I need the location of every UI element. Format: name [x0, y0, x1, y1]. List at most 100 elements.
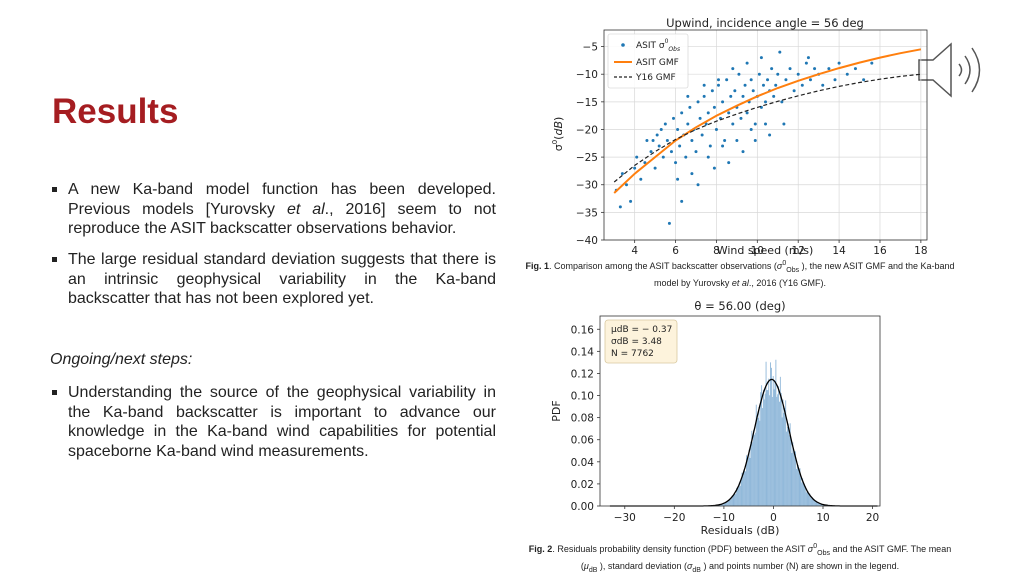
y-tick-label: 0.02 — [571, 479, 594, 491]
x-axis-label: Residuals (dB) — [701, 524, 780, 537]
y-tick-label: 0.12 — [571, 368, 594, 380]
caption-sub: Obs — [786, 267, 799, 274]
histogram-bar — [763, 390, 764, 506]
y-tick-label: −15 — [576, 97, 598, 109]
obs-point — [742, 95, 745, 98]
y-axis-label: PDF — [550, 400, 563, 421]
x-tick-label: 20 — [866, 512, 879, 524]
x-tick-label: 6 — [672, 245, 679, 257]
obs-point — [676, 178, 679, 181]
histogram-bar — [764, 399, 765, 506]
bullet-square-icon — [52, 390, 57, 395]
obs-point — [809, 78, 812, 81]
obs-point — [658, 145, 661, 148]
x-tick-label: 14 — [832, 245, 846, 257]
obs-point — [776, 73, 779, 76]
obs-point — [717, 84, 720, 87]
obs-point — [674, 161, 677, 164]
histogram-bar — [787, 427, 788, 506]
obs-point — [821, 84, 824, 87]
y-tick-label: 0.06 — [571, 435, 595, 447]
legend-gmf-label: ASIT GMF — [636, 58, 679, 68]
obs-point — [721, 145, 724, 148]
obs-point — [668, 222, 671, 225]
obs-point — [707, 111, 710, 114]
histogram-bar — [796, 469, 797, 506]
chart-title: Upwind, incidence angle = 56 deg — [666, 16, 864, 30]
obs-point — [733, 89, 736, 92]
obs-point — [684, 156, 687, 159]
next-steps-heading: Ongoing/next steps: — [50, 351, 192, 369]
obs-point — [666, 139, 669, 142]
legend-std: σdB = 3.48 — [611, 337, 662, 347]
bullet-geophysical-variability: Understanding the source of the geophysi… — [50, 383, 496, 461]
obs-point — [656, 134, 659, 137]
obs-point — [725, 78, 728, 81]
histogram-bar — [743, 470, 744, 506]
y-tick-label: −5 — [583, 42, 598, 54]
histogram-bar — [766, 362, 767, 506]
obs-point — [813, 67, 816, 70]
obs-point — [697, 183, 700, 186]
histogram-bar — [762, 408, 763, 506]
histogram-bar — [741, 480, 742, 506]
obs-point — [619, 205, 622, 208]
obs-point — [690, 172, 693, 175]
histogram-bar — [755, 433, 756, 506]
histogram-bar — [781, 393, 782, 506]
obs-point — [768, 134, 771, 137]
histogram-bar — [800, 478, 801, 506]
obs-point — [621, 172, 624, 175]
histogram-bar — [740, 486, 741, 506]
obs-point — [703, 95, 706, 98]
x-tick-label: 4 — [631, 245, 638, 257]
chart-title: θ = 56.00 (deg) — [694, 299, 785, 313]
obs-point — [793, 89, 796, 92]
obs-point — [774, 84, 777, 87]
obs-point — [750, 78, 753, 81]
y-tick-label: −30 — [576, 180, 598, 192]
histogram-bar — [733, 496, 734, 506]
obs-point — [664, 122, 667, 125]
histogram-bar — [768, 379, 769, 506]
obs-point — [699, 117, 702, 120]
obs-point — [660, 128, 663, 131]
obs-point — [746, 111, 749, 114]
obs-point — [727, 111, 730, 114]
bullet-text: A new Ka-band model function has been de… — [68, 180, 496, 239]
obs-point — [735, 139, 738, 142]
bullet-new-model: A new Ka-band model function has been de… — [50, 180, 496, 239]
y-tick-label: −10 — [576, 69, 598, 81]
histogram-bars — [712, 360, 832, 506]
histogram-bar — [793, 452, 794, 506]
obs-point — [731, 122, 734, 125]
obs-point — [784, 78, 787, 81]
bullet-text-italic: et al — [287, 201, 325, 218]
obs-point — [654, 167, 657, 170]
caption-label: Fig. 1 — [525, 261, 549, 271]
obs-point — [805, 62, 808, 65]
obs-point — [854, 67, 857, 70]
obs-point — [764, 122, 767, 125]
histogram-bar — [775, 382, 776, 506]
caption-sub: dB — [692, 567, 701, 574]
y-axis-label: σ0(dB) — [551, 117, 565, 152]
obs-point — [711, 89, 714, 92]
obs-point — [633, 167, 636, 170]
histogram-bar — [801, 483, 802, 506]
histogram-bar — [786, 432, 787, 506]
obs-point — [678, 145, 681, 148]
histogram-bar — [807, 490, 808, 506]
obs-point — [739, 117, 742, 120]
histogram-bar — [806, 492, 807, 506]
obs-point — [672, 117, 675, 120]
y-tick-label: 0.04 — [571, 457, 595, 469]
obs-point — [778, 51, 781, 54]
caption-text: ), standard deviation ( — [597, 561, 687, 571]
histogram-bar — [784, 408, 785, 506]
histogram-bar — [752, 442, 753, 506]
obs-point — [782, 122, 785, 125]
bullet-text: The large residual standard deviation su… — [68, 250, 496, 309]
histogram-bar — [760, 392, 761, 506]
obs-point — [766, 78, 769, 81]
